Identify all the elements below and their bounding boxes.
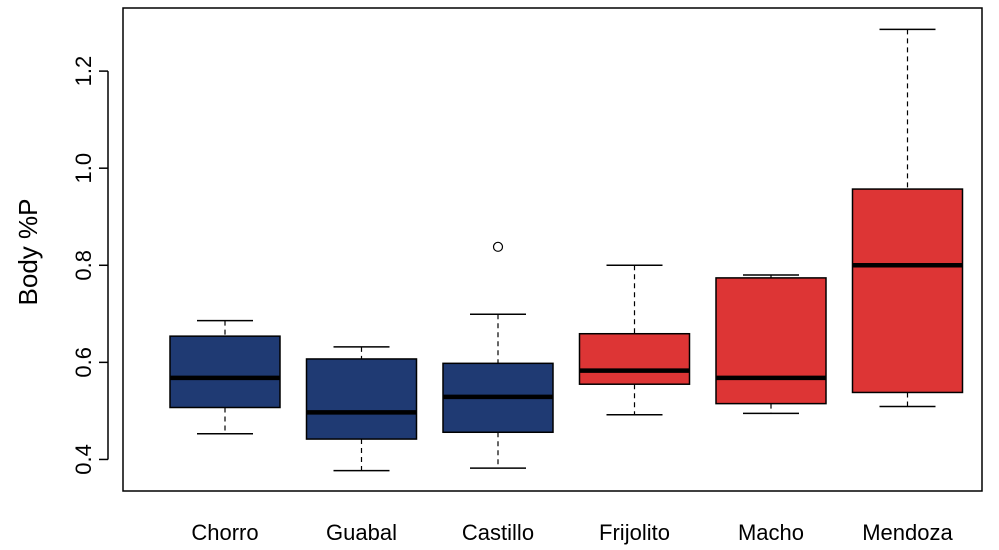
outlier-point	[492, 241, 504, 252]
box-chorro	[169, 319, 281, 435]
box-iqr	[578, 332, 691, 385]
box-iqr	[169, 335, 281, 409]
box-guabal	[305, 346, 418, 472]
x-tick-label: Guabal	[326, 520, 397, 545]
y-tick-label: 1.0	[71, 153, 96, 184]
y-tick-label: 1.2	[71, 56, 96, 87]
x-tick-label: Castillo	[462, 520, 534, 545]
x-tick-label: Chorro	[191, 520, 258, 545]
x-tick-label: Macho	[738, 520, 804, 545]
y-tick-label: 0.8	[71, 250, 96, 281]
box-iqr	[851, 188, 964, 394]
box-iqr	[305, 358, 418, 440]
x-axis-labels: Chorro Guabal Castillo Frijolito Macho Mendoz…	[191, 520, 953, 545]
x-tick-label: Mendoza	[862, 520, 953, 545]
box-mendoza	[851, 28, 964, 408]
box-iqr	[715, 277, 827, 405]
y-tick-label: 0.6	[71, 347, 96, 378]
x-tick-label: Frijolito	[599, 520, 670, 545]
y-tick-label: 0.4	[71, 444, 96, 475]
box-macho	[715, 274, 827, 415]
y-axis-title: Body %P	[13, 199, 43, 306]
y-axis: 0.4 0.6 0.8 1.0 1.2	[71, 56, 109, 475]
box-frijolito	[578, 264, 691, 416]
plot-frame	[122, 7, 983, 492]
boxes-layer	[169, 28, 964, 472]
box-castillo	[442, 241, 554, 469]
